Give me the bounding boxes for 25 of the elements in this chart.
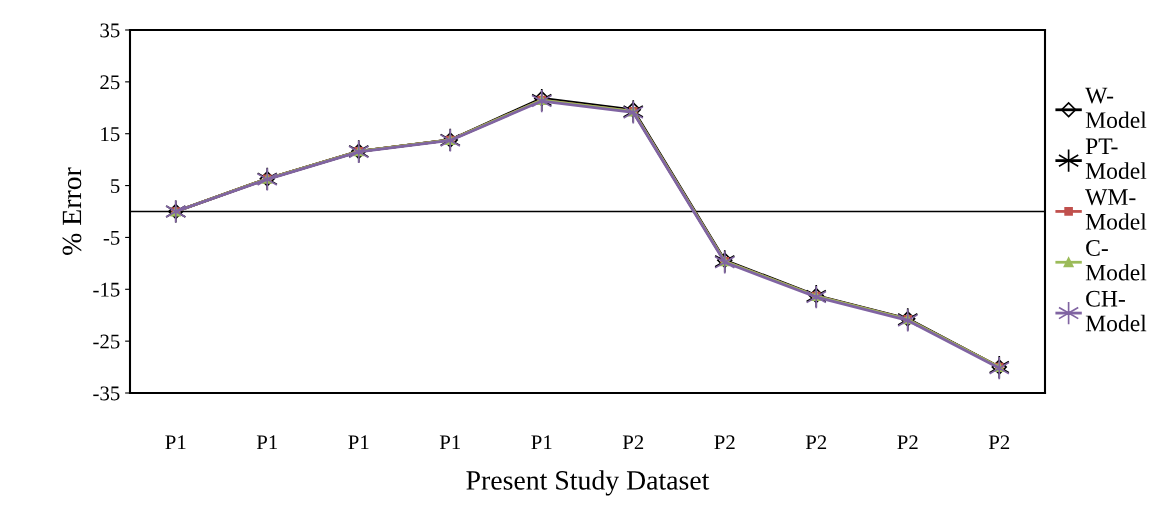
legend-label: W-Model [1085, 87, 1147, 129]
y-tick-label: 25 [100, 75, 120, 90]
legend-label: WM-Model [1085, 189, 1147, 230]
x-tick-label: P2 [897, 435, 918, 450]
y-tick-label: 15 [101, 127, 120, 142]
x-tick-label: P2 [714, 435, 735, 450]
x-tick-label: P2 [805, 435, 827, 450]
y-tick-label: 35 [100, 23, 120, 38]
y-axis-title: % Error [62, 167, 82, 255]
y-tick-label: -35 [93, 386, 120, 401]
x-tick-label: P1 [165, 435, 186, 450]
legend-label: CH-Model [1085, 290, 1147, 332]
x-tick-label: P1 [256, 435, 277, 450]
y-tick-label: -15 [93, 282, 120, 297]
y-tick-label: -5 [103, 231, 120, 245]
y-tick-label: -25 [93, 334, 120, 349]
y-tick-label: 5 [111, 179, 120, 193]
x-axis-title: Present Study Dataset [466, 470, 710, 496]
legend-label: C-Model [1085, 240, 1147, 281]
x-tick-label: P1 [348, 435, 369, 450]
x-tick-label: P2 [988, 435, 1010, 450]
x-tick-label: P2 [622, 435, 644, 450]
x-tick-label: P1 [439, 435, 460, 450]
x-tick-label: P1 [531, 435, 552, 450]
legend-label: PT-Model [1085, 138, 1147, 179]
